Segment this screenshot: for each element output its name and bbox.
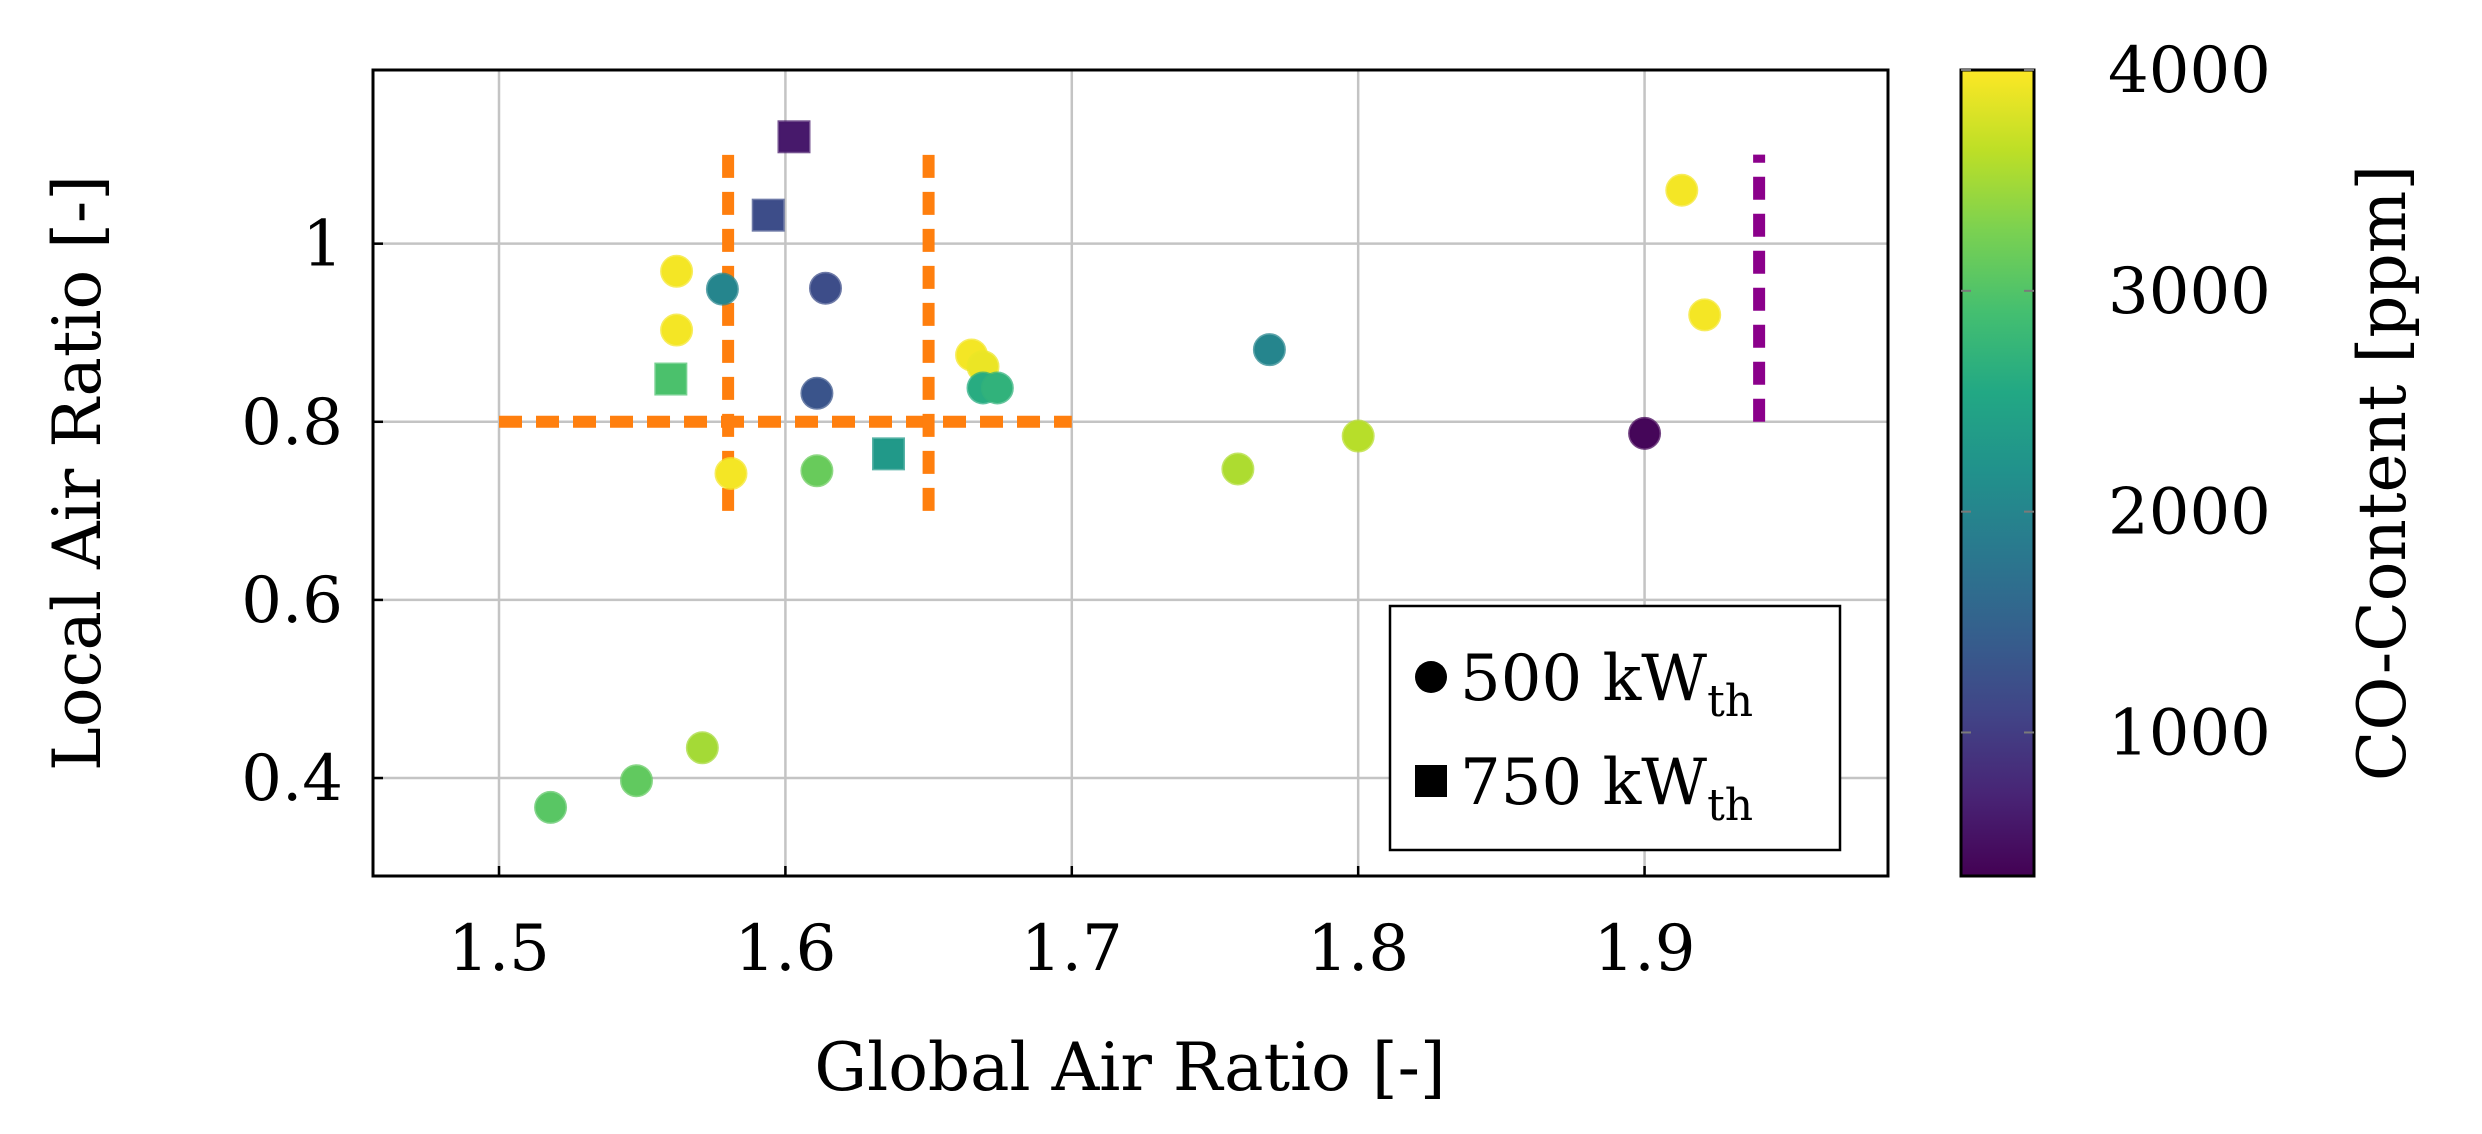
- data-point-circle: [1628, 416, 1662, 450]
- data-point-circle: [1341, 419, 1375, 453]
- y-tick-label: 0.8: [241, 386, 343, 460]
- legend-entry-750-sub: th: [1707, 780, 1753, 831]
- legend-entry-750: 750 kWth: [1460, 746, 1753, 831]
- data-point-square: [751, 198, 785, 232]
- plot-frame: [371, 68, 1890, 878]
- x-axis-ticks: 1.5 1.6 1.7 1.8 1.9: [448, 866, 1695, 986]
- data-point-square: [654, 362, 688, 396]
- data-point-circle: [534, 790, 568, 824]
- data-point-square: [872, 437, 906, 471]
- data-point-circle: [705, 272, 739, 306]
- data-point-circle: [800, 376, 834, 410]
- data-point-circle: [1221, 452, 1255, 486]
- data-point-circle: [714, 456, 748, 490]
- data-points: [534, 120, 1722, 824]
- colorbar-ticks: 1000 2000 3000 4000: [1961, 34, 2271, 770]
- y-axis-ticks: 0.4 0.6 0.8 1: [241, 208, 383, 816]
- legend-entry-500-value: 500 kW: [1460, 642, 1707, 716]
- x-tick-label: 1.6: [735, 912, 837, 986]
- legend-box: [1388, 604, 1842, 852]
- x-tick-label: 1.9: [1594, 912, 1696, 986]
- colorbar: 1000 2000 3000 4000 CO-Content [ppm]: [1959, 34, 2421, 878]
- x-tick-label: 1.7: [1021, 912, 1123, 986]
- data-point-circle: [1665, 173, 1699, 207]
- legend: 500 kWth 750 kWth: [1388, 604, 1842, 852]
- y-tick-label: 0.4: [241, 742, 343, 816]
- y-tick-label: 1: [302, 208, 343, 282]
- x-tick-label: 1.8: [1307, 912, 1409, 986]
- data-point-circle: [660, 313, 694, 347]
- legend-entry-750-value: 750 kW: [1460, 746, 1707, 820]
- legend-entry-500-sub: th: [1707, 676, 1753, 727]
- data-point-circle: [800, 454, 834, 488]
- x-axis-label: Global Air Ratio [-]: [814, 1029, 1445, 1106]
- legend-square-marker: [1415, 765, 1447, 797]
- data-point-square: [777, 120, 811, 154]
- legend-entry-500: 500 kWth: [1460, 642, 1753, 727]
- data-point-circle: [1688, 298, 1722, 332]
- legend-circle-marker: [1415, 661, 1447, 693]
- data-point-circle: [980, 371, 1014, 405]
- colorbar-tick-label: 2000: [2108, 476, 2271, 550]
- colorbar-gradient: [1959, 68, 2036, 878]
- data-point-circle: [660, 254, 694, 288]
- data-point-circle: [808, 271, 842, 305]
- colorbar-label: CO-Content [ppm]: [2344, 165, 2421, 781]
- colorbar-tick-label: 1000: [2108, 696, 2271, 770]
- x-tick-label: 1.5: [448, 912, 550, 986]
- data-point-circle: [619, 764, 653, 798]
- data-point-circle: [685, 731, 719, 765]
- y-axis-label: Local Air Ratio [-]: [39, 175, 116, 771]
- colorbar-tick-label: 4000: [2108, 34, 2271, 108]
- data-point-circle: [1252, 333, 1286, 367]
- y-tick-label: 0.6: [241, 564, 343, 638]
- colorbar-tick-label: 3000: [2108, 255, 2271, 329]
- reference-lines: [499, 154, 1766, 511]
